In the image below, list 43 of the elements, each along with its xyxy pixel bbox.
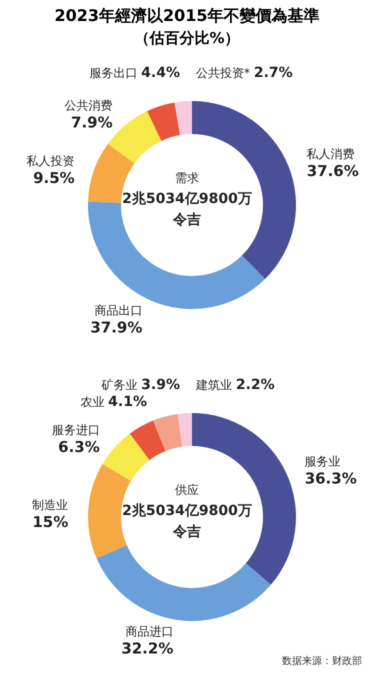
text: 2兆5034亿9800万 (121, 502, 253, 521)
slice-label: 建筑业 (195, 378, 236, 392)
data-label: 2.7% (254, 65, 293, 81)
text: 供应 (174, 482, 200, 499)
text: 需求 (174, 170, 200, 187)
text: 2兆5034亿9800万 (121, 190, 253, 209)
slice-label: 矿务业 (100, 378, 142, 392)
data-label: 36.3% (304, 469, 357, 488)
data-label: 9.5% (33, 168, 75, 187)
data-label: 32.2% (121, 640, 174, 658)
slice-label: 服务进口 (52, 423, 100, 438)
data-label: 37.9% (90, 318, 142, 337)
slice-label: 农业 (80, 395, 108, 409)
donut-slice (174, 101, 192, 136)
data-label: 2.2% (236, 377, 275, 393)
chart-subtitle: （估百分比%） (133, 29, 241, 48)
slice-label: 制造业 (32, 498, 68, 512)
data-label: 4.1% (108, 394, 147, 410)
slice-label: 公共投资* (196, 66, 254, 80)
donut-slice (88, 464, 131, 558)
donut-slice (178, 413, 192, 447)
data-label: 7.9% (71, 114, 113, 132)
donut-slice (96, 545, 271, 621)
slice-label: 服务出口 (89, 66, 142, 80)
slice-label: 私人投资 (26, 154, 75, 168)
slice-label: 公共消费 (64, 98, 113, 113)
chart-title: 2023年經濟以2015年不變價為基準 (53, 6, 321, 27)
data-label: 3.9% (141, 377, 180, 393)
text: 令吉 (172, 211, 202, 230)
donut-slice (130, 420, 166, 460)
data-label: 37.6% (306, 162, 359, 180)
slice-label: 商品出口 (94, 304, 142, 318)
source-note: 数据来源：财政部 (282, 654, 362, 668)
data-label: 4.4% (141, 65, 180, 81)
donut-slice (153, 414, 182, 452)
text: 令吉 (172, 523, 202, 542)
data-label: 6.3% (58, 438, 100, 456)
slice-label: 商品进口 (125, 624, 174, 639)
data-label: 15% (32, 513, 68, 532)
slice-label: 服务业 (304, 454, 341, 468)
donut-slice (147, 102, 180, 141)
donut-slice (102, 434, 150, 481)
slice-label: 私人消费 (306, 146, 355, 161)
